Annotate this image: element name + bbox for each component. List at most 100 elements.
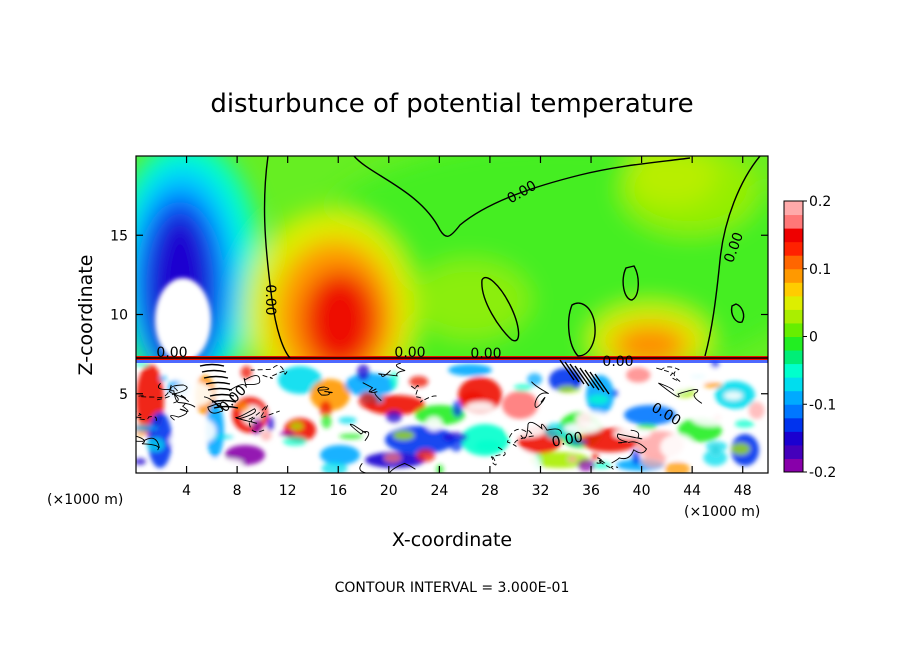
contour-label: 0.00: [394, 345, 425, 361]
roll-stripe: [207, 387, 233, 391]
y-tick-label: 10: [110, 308, 128, 324]
contour-loop-c: [622, 265, 639, 301]
lower-contour: [235, 408, 258, 424]
colorbar-swatch: [784, 390, 803, 405]
field-blob: [624, 405, 676, 425]
colorbar-swatch: [784, 322, 803, 337]
field-speckle: [664, 461, 691, 473]
contour-lines: [136, 156, 768, 359]
field-speckle: [636, 423, 658, 430]
colorbar-swatch: [784, 431, 803, 446]
field-blob: [320, 445, 360, 465]
lower-contour: [490, 446, 506, 466]
colorbar-swatch: [784, 350, 803, 365]
x-tick-label: 20: [380, 483, 398, 499]
colorbar-swatch: [784, 458, 803, 473]
lower-contour: [248, 404, 280, 433]
field-speckle: [442, 432, 468, 442]
y-tick-label: 15: [110, 228, 128, 244]
x-axis-ticks: 4 8 12 16 20 24 28 32 36 40 44 48: [182, 156, 752, 499]
contour-label: 0.00: [262, 284, 278, 315]
lower-contour: [378, 362, 406, 377]
roll-stripe: [594, 373, 610, 395]
field-speckle: [631, 449, 641, 465]
roll-stripe: [209, 393, 235, 397]
colorbar-swatch: [784, 417, 803, 432]
field-speckle: [589, 461, 612, 469]
contour-interval-note: CONTOUR INTERVAL = 3.000E-01: [335, 580, 570, 596]
lower-contour: [138, 384, 179, 401]
x-tick-label: 36: [582, 483, 600, 499]
field-speckle: [358, 392, 378, 409]
field-speckle: [290, 421, 304, 431]
field-speckle: [734, 420, 755, 428]
y-axis-label: Z-coordinate: [75, 255, 97, 376]
roll-stripe: [201, 369, 227, 373]
field-blob: [461, 424, 509, 456]
colorbar-swatch: [784, 444, 803, 459]
field-speckle: [567, 455, 578, 463]
x-tick-label: 40: [633, 483, 651, 499]
field-speckle: [146, 437, 165, 452]
roll-stripe: [579, 367, 595, 389]
field-blob: [310, 379, 350, 411]
colorbar: 0.2 0.1 0 -0.1 -0.2: [783, 194, 836, 481]
colorbar-label: 0.1: [809, 262, 831, 278]
colorbar-swatch: [784, 363, 803, 378]
lower-contour: [596, 457, 619, 470]
roll-stripe: [574, 365, 590, 387]
field-speckle: [449, 437, 463, 452]
contour-loop-d: [730, 303, 745, 323]
field-speckle: [321, 414, 332, 429]
colorbar-swatch: [784, 201, 803, 216]
field-speckle: [452, 400, 463, 418]
colorbar-swatch: [784, 336, 803, 351]
lower-contour: [349, 423, 370, 442]
field-white-patch: [174, 368, 198, 384]
field-blob: [502, 391, 538, 419]
cold-core: [155, 278, 211, 362]
field-speckle: [279, 431, 295, 437]
lower-contour: [520, 421, 563, 439]
lower-contour: [170, 402, 189, 421]
field-speckle: [730, 442, 751, 455]
x-tick-label: 8: [233, 483, 242, 499]
roll-stripe: [213, 405, 239, 409]
field-blob: [385, 426, 455, 454]
field-speckle: [703, 382, 723, 389]
lower-contour-lines: [136, 359, 703, 473]
field-speckle: [588, 394, 609, 405]
lower-contour: [136, 435, 160, 451]
colorbar-label: 0: [809, 330, 818, 346]
field-white-patch: [171, 381, 214, 407]
lower-contour: [157, 382, 188, 404]
field-speckle: [626, 367, 651, 383]
field-white-patch: [563, 422, 602, 435]
contour-loop-b: [567, 302, 596, 357]
colorbar-swatch: [784, 309, 803, 324]
lower-contour: [531, 381, 549, 408]
y-axis-ticks: 5 10 15: [110, 228, 768, 403]
field-speckle: [409, 375, 429, 388]
colorbar-swatch: [784, 268, 803, 283]
field-speckle: [544, 422, 566, 440]
field-speckle: [416, 449, 436, 462]
field-warm-plume-red: [302, 270, 378, 370]
contour-zero-top: [353, 156, 691, 237]
field-speckle: [641, 454, 666, 468]
field-white-patch: [660, 433, 696, 461]
lower-contour: [611, 441, 648, 464]
contour-loop-a: [481, 277, 520, 342]
field-warm-top-right-outer: [620, 156, 760, 235]
x-tick-label: 44: [683, 483, 701, 499]
field-speckle: [577, 459, 595, 472]
field-white-patch: [433, 386, 448, 396]
lower-contour: [250, 364, 288, 379]
x-tick-label: 4: [182, 483, 191, 499]
colorbar-swatch: [784, 241, 803, 256]
x-tick-label: 48: [734, 483, 752, 499]
roll-stripe: [559, 359, 575, 381]
inversion-band-blue: [136, 360, 768, 363]
y-tick-label: 5: [119, 387, 128, 403]
